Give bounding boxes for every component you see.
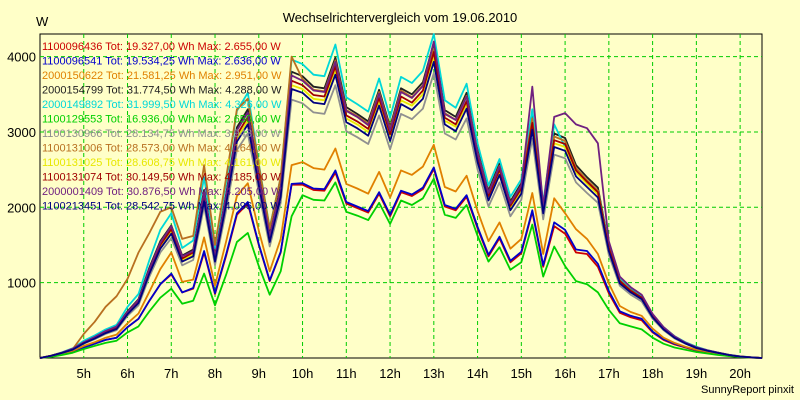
x-tick-label: 5h	[77, 366, 91, 381]
x-tick-label: 15h	[510, 366, 532, 381]
legend-entry: 2000150622 Tot: 21.581,25 Wh Max: 2.951,…	[42, 70, 282, 82]
legend-entry: 1100213451 Tot: 28.542,75 Wh Max: 4.096,…	[42, 201, 281, 213]
series-line-6	[39, 177, 763, 359]
x-tick-label: 11h	[336, 366, 357, 381]
legend-entry: 1100131074 Tot: 30.149,50 Wh Max: 4.185,…	[42, 172, 281, 184]
series-line-2	[39, 166, 763, 359]
x-tick-label: 8h	[208, 366, 222, 381]
legend-entry: 1100129553 Tot: 16.936,00 Wh Max: 2.650,…	[42, 114, 281, 126]
x-tick-label: 10h	[292, 366, 314, 381]
legend-entry: 1100131025 Tot: 28.608,75 Wh Max: 4.161,…	[42, 157, 281, 169]
y-tick-label: 1000	[7, 276, 36, 291]
x-tick-label: 16h	[554, 366, 576, 381]
x-tick-label: 6h	[120, 366, 134, 381]
footer-label: SunnyReport pinxit	[701, 384, 794, 396]
x-tick-label: 19h	[686, 366, 708, 381]
x-tick-label: 17h	[598, 366, 620, 381]
x-tick-label: 18h	[642, 366, 664, 381]
x-tick-label: 7h	[164, 366, 178, 381]
legend-entry: 1100096436 Tot: 19.327,00 Wh Max: 2.655,…	[42, 41, 281, 53]
x-tick-label: 14h	[467, 366, 489, 381]
y-tick-label: 4000	[7, 50, 36, 65]
legend-entry: 2000154799 Tot: 31.774,50 Wh Max: 4.288,…	[42, 85, 282, 97]
series-line-3	[39, 143, 763, 359]
legend-entry: 1100130966 Tot: 28.134,75 Wh Max: 3.943,…	[42, 128, 281, 140]
y-axis-unit: W	[36, 14, 49, 29]
chart-title: Wechselrichtervergleich vom 19.06.2010	[282, 10, 518, 25]
y-tick-label: 2000	[7, 200, 36, 215]
y-tick-label: 3000	[7, 125, 36, 140]
series-line-12	[39, 61, 763, 359]
x-tick-label: 12h	[379, 366, 401, 381]
series-line-11	[39, 40, 763, 359]
series-line-7	[39, 72, 763, 359]
x-tick-label: 9h	[252, 366, 266, 381]
x-tick-label: 13h	[423, 366, 445, 381]
plot-area	[39, 33, 763, 359]
legend-entry: 1100096541 Tot: 19.534,25 Wh Max: 2.636,…	[42, 56, 281, 68]
x-tick-label: 20h	[729, 366, 751, 381]
legend-entry: 2000149892 Tot: 31.999,50 Wh Max: 4.326,…	[42, 99, 282, 111]
legend-entry: 1100131006 Tot: 28.573,00 Wh Max: 4.164,…	[42, 143, 281, 155]
legend-entry: 2000001409 Tot: 30.876,50 Wh Max: 4.205,…	[42, 186, 282, 198]
